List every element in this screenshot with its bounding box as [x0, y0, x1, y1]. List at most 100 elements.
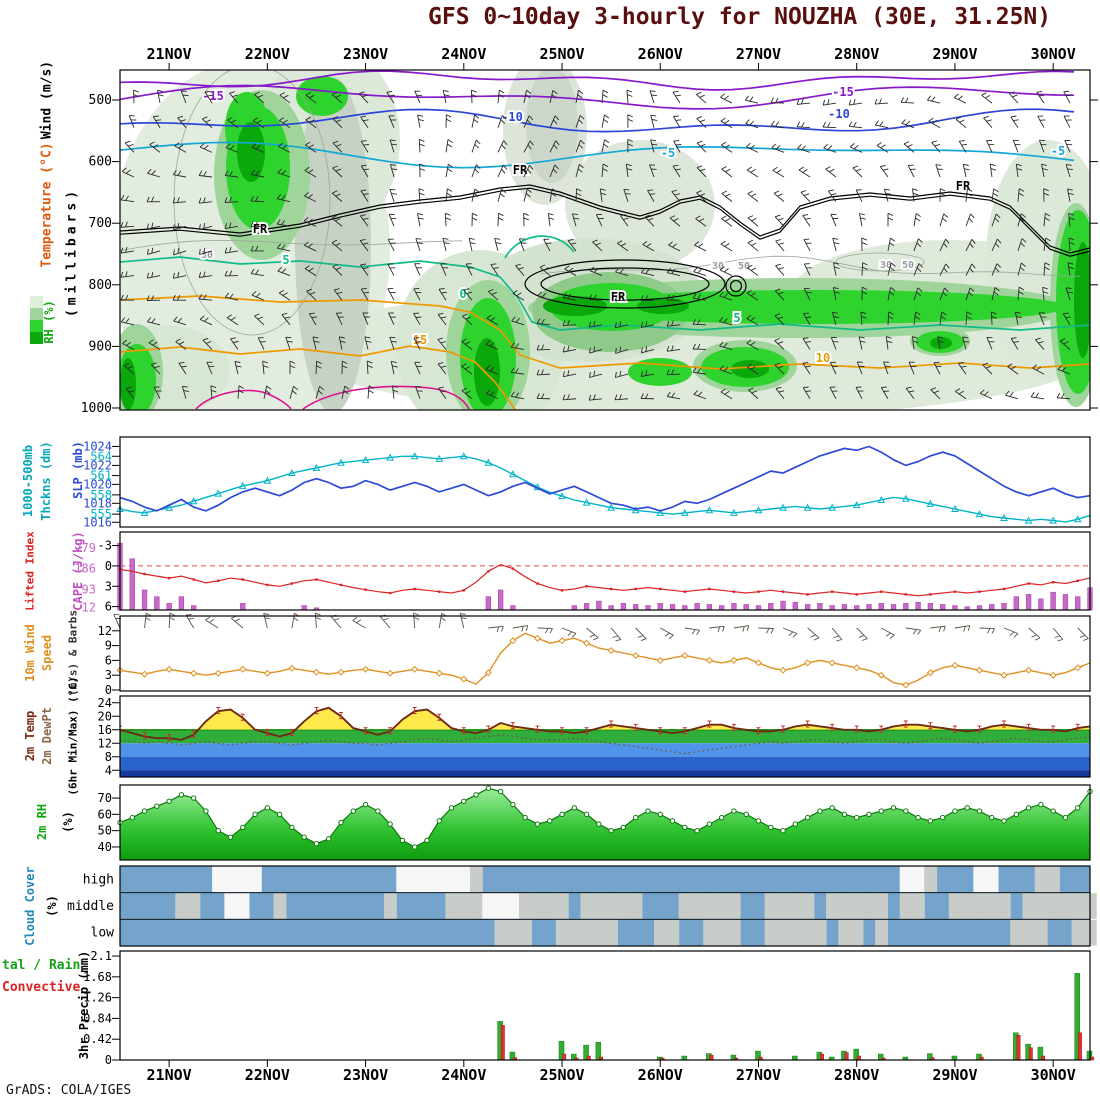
temp-contour	[120, 345, 517, 410]
cloud-cell	[494, 919, 508, 946]
cape-bar	[1050, 591, 1056, 611]
cloud-cell	[690, 893, 704, 919]
cloud-cell	[629, 893, 643, 919]
cloud-cell	[838, 919, 852, 946]
rh-marker	[755, 818, 762, 824]
rh-marker	[522, 814, 528, 821]
rh-marker	[768, 824, 774, 831]
convective-bar	[1090, 1056, 1095, 1061]
rh-marker	[448, 805, 455, 811]
rh-marker	[276, 811, 283, 818]
cloud-cell	[924, 866, 938, 893]
rh-marker	[657, 811, 663, 818]
cloud-cell	[482, 893, 496, 919]
rh-marker	[497, 788, 504, 795]
rh-marker	[866, 811, 872, 818]
cloud-cell	[273, 893, 287, 919]
date-label-top: 21NOV	[147, 45, 192, 63]
cloud-cell	[1034, 866, 1048, 893]
cloud-cell	[813, 919, 827, 946]
cape-bar	[989, 604, 995, 611]
cape-bar	[927, 603, 934, 611]
cape-bar	[301, 605, 307, 611]
cape-bar	[141, 589, 148, 611]
rh-shade-blob	[1074, 242, 1090, 358]
tick-label: 70	[98, 791, 112, 805]
tick-label: 60	[98, 807, 112, 821]
rh-marker	[817, 808, 823, 814]
cloud-cell	[555, 919, 569, 946]
rh-marker	[571, 805, 578, 811]
cape-bar	[596, 600, 602, 611]
temp-contour	[120, 295, 1090, 370]
rh-marker	[804, 814, 811, 821]
cape-bar	[731, 603, 737, 611]
rh-marker	[976, 808, 983, 814]
contour-label: 5	[282, 253, 289, 267]
cape-bar	[178, 596, 185, 611]
panel-border	[119, 615, 1091, 692]
rh-marker	[461, 798, 467, 805]
rh-marker	[559, 811, 565, 818]
cloud-row-label: middle	[67, 899, 114, 914]
cloud-cell	[506, 893, 520, 919]
cloud-cell	[715, 919, 729, 946]
rh-marker	[547, 818, 553, 824]
rh-marker	[203, 808, 209, 814]
cloud-cell	[519, 919, 532, 946]
rh-marker	[424, 837, 430, 844]
cape-bar	[620, 603, 627, 611]
cape-bar	[633, 604, 639, 611]
contour-label: 50	[738, 261, 750, 272]
date-label-bottom: 30NOV	[1031, 1066, 1076, 1084]
cape-bar	[940, 604, 946, 611]
cape-bar	[1001, 603, 1007, 611]
rh-marker	[485, 785, 492, 791]
cloud-cell	[605, 893, 618, 919]
cloud-cell	[531, 893, 545, 919]
cloud-cell	[445, 893, 459, 919]
tick-label: 1018	[83, 496, 112, 510]
rh-marker	[534, 821, 541, 827]
cloud-cell	[911, 893, 925, 919]
tick-label: 3	[105, 579, 112, 593]
cloud-cell	[1059, 893, 1073, 919]
cloud-cell	[506, 919, 520, 946]
date-label-bottom: 28NOV	[834, 1066, 879, 1084]
cloud-cell	[862, 893, 876, 919]
cape-bar	[976, 605, 983, 611]
contour-label: FR	[253, 222, 268, 236]
tick-label: 24	[98, 696, 112, 710]
rh-legend-swatch	[30, 332, 43, 344]
rh-marker	[669, 818, 676, 824]
rh-marker	[338, 819, 344, 826]
rh-shade-blob	[296, 76, 348, 116]
rh-marker	[620, 824, 627, 831]
rh-marker	[915, 814, 921, 821]
rh-shade-blob	[120, 358, 136, 410]
rh-shade-legend	[30, 296, 43, 344]
cloud-cell	[911, 866, 925, 893]
upper-wind-barb-field	[120, 89, 1075, 401]
cape-bar	[817, 603, 823, 611]
cloud-cell	[678, 893, 692, 919]
cape-bar	[755, 605, 762, 611]
temp-contour	[120, 84, 1075, 110]
cloud-cell	[838, 893, 852, 919]
cloud-cell	[224, 893, 238, 919]
cloud-cell	[1071, 893, 1085, 919]
cloud-row-label: high	[83, 872, 114, 887]
contour-label: 0	[459, 287, 466, 301]
panel-border	[119, 531, 1091, 611]
rh-marker	[1001, 818, 1007, 824]
tick-label: 0	[105, 683, 112, 697]
date-label-bottom: 21NOV	[147, 1066, 192, 1084]
cape-bar	[657, 603, 663, 611]
cloud-cell	[457, 893, 471, 919]
cape-bar	[792, 601, 798, 611]
cape-bar	[706, 604, 713, 611]
cloud-cell	[703, 893, 717, 919]
tick-label: 0	[105, 1053, 112, 1067]
rh-marker	[682, 824, 688, 831]
